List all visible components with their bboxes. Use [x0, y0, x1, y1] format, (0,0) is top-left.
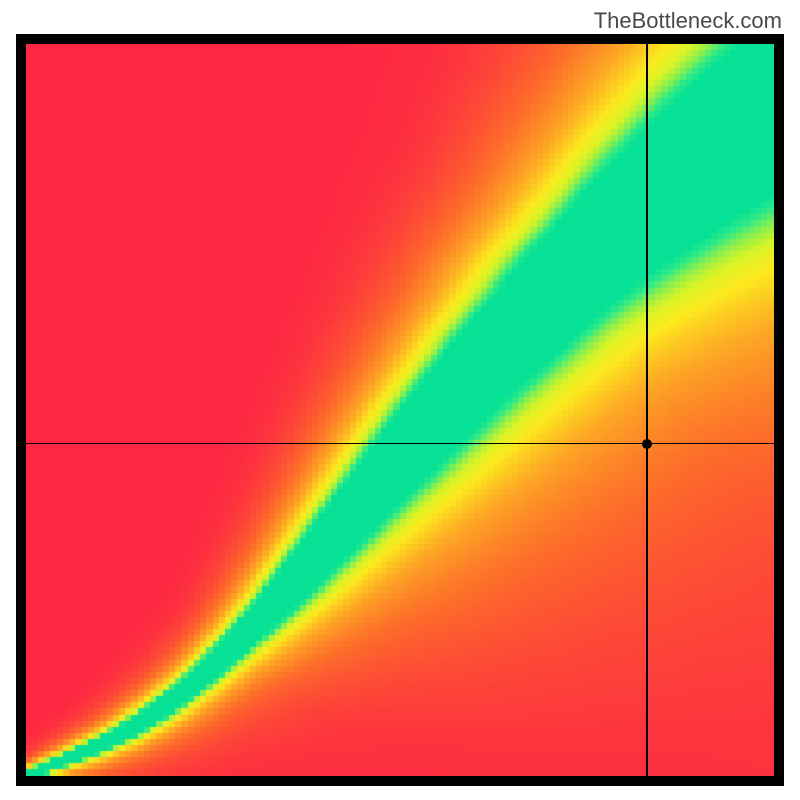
- chart-container: TheBottleneck.com: [0, 0, 800, 800]
- crosshair-vertical: [646, 44, 648, 776]
- plot-area: [26, 44, 774, 776]
- crosshair-horizontal: [26, 443, 774, 445]
- heatmap-canvas: [26, 44, 774, 776]
- watermark-text: TheBottleneck.com: [594, 8, 782, 34]
- plot-frame: [16, 34, 784, 786]
- crosshair-marker-dot: [642, 439, 652, 449]
